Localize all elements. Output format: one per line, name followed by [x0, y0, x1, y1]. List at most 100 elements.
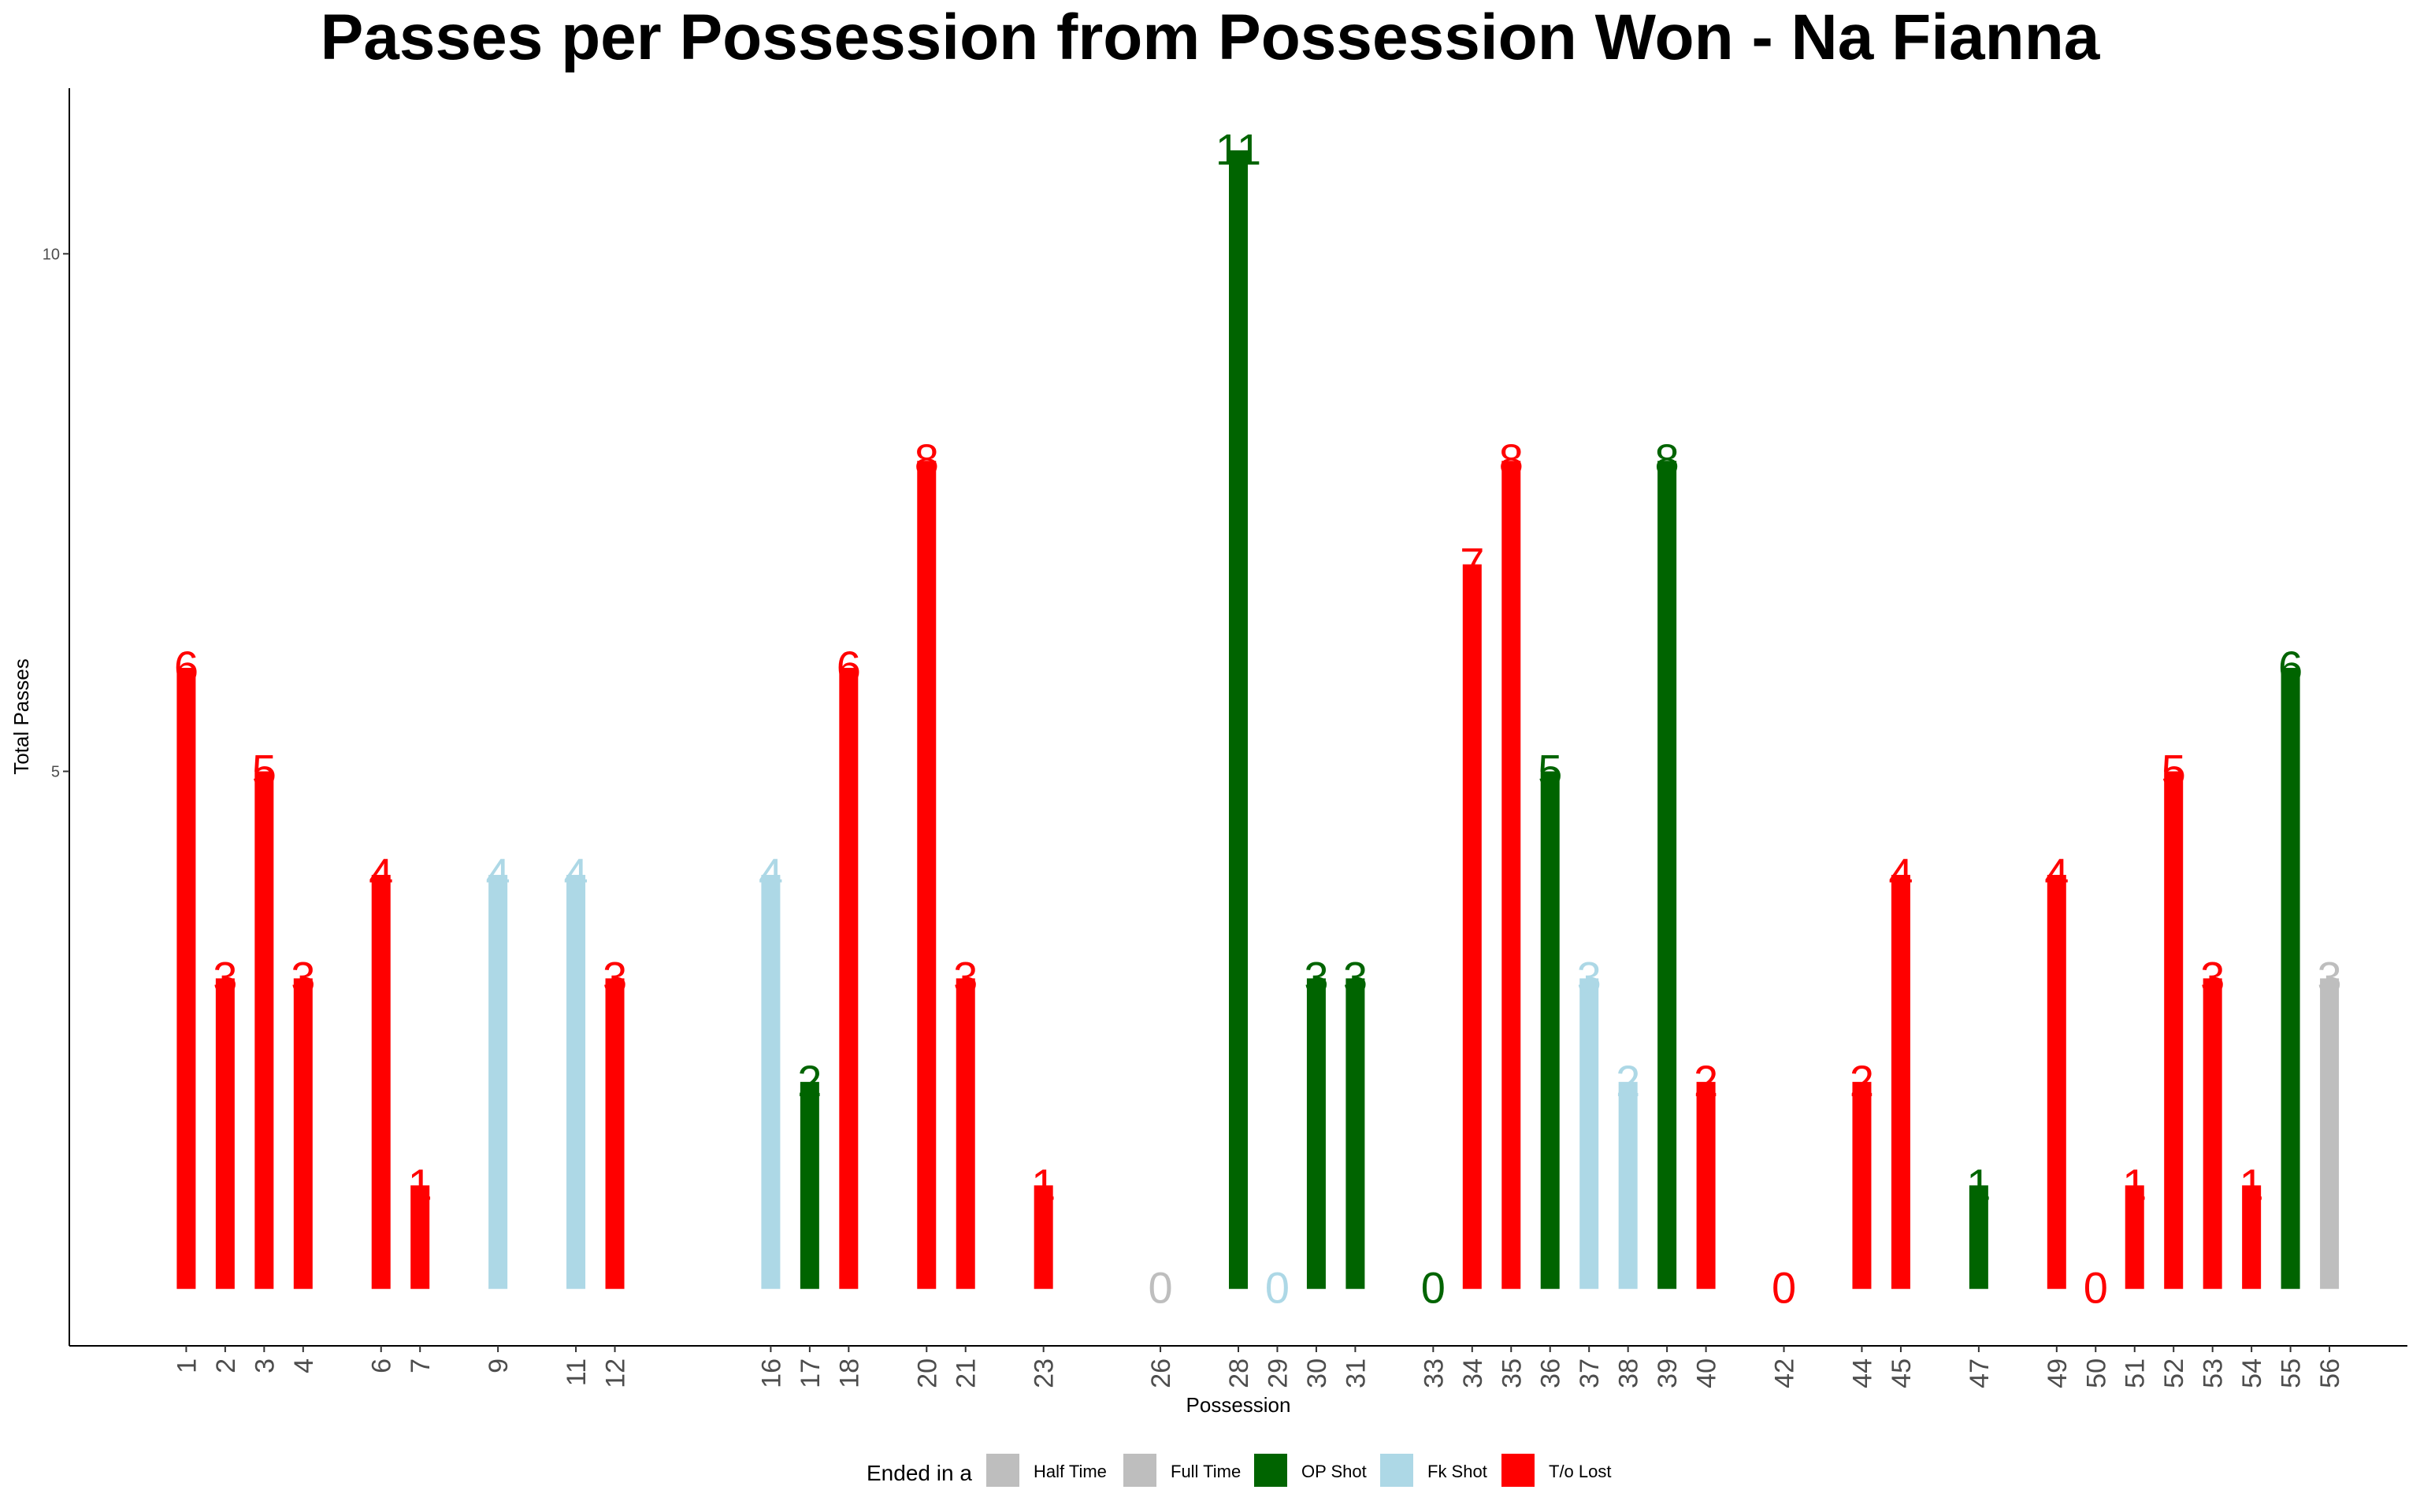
data-label-21: 3 [953, 952, 978, 1002]
x-tick-label-52: 52 [2159, 1358, 2189, 1388]
data-label-17: 2 [797, 1056, 822, 1106]
legend-label-op-shot: OP Shot [1301, 1462, 1367, 1481]
x-tick-label-44: 44 [1847, 1358, 1877, 1388]
x-tick-label-45: 45 [1887, 1358, 1917, 1388]
data-label-37: 3 [1577, 952, 1602, 1002]
data-label-20: 8 [915, 435, 939, 484]
x-tick-label-49: 49 [2043, 1358, 2073, 1388]
bar-possession-34 [1462, 564, 1482, 1289]
data-label-12: 3 [603, 952, 627, 1002]
bar-possession-37 [1579, 978, 1599, 1289]
bar-possession-7 [410, 1185, 430, 1289]
data-label-54: 1 [2240, 1159, 2264, 1209]
bar-possession-45 [1891, 874, 1910, 1289]
legend-label-fk-shot: Fk Shot [1427, 1462, 1487, 1481]
x-tick-label-36: 36 [1536, 1358, 1566, 1388]
data-label-3: 5 [252, 746, 277, 795]
bar-possession-20 [917, 461, 937, 1289]
data-label-56: 3 [2317, 952, 2341, 1002]
data-label-40: 2 [1694, 1056, 1718, 1106]
x-tick-label-21: 21 [952, 1358, 982, 1388]
bar-possession-52 [2164, 771, 2184, 1289]
bar-possession-28 [1229, 150, 1248, 1289]
bar-possession-39 [1657, 461, 1677, 1289]
x-tick-label-4: 4 [289, 1358, 319, 1373]
x-tick-label-1: 1 [172, 1358, 202, 1373]
bar-possession-36 [1540, 771, 1560, 1289]
data-label-47: 1 [1966, 1159, 1991, 1209]
x-tick-label-35: 35 [1497, 1358, 1527, 1388]
data-label-39: 8 [1655, 435, 1680, 484]
x-tick-label-12: 12 [601, 1358, 631, 1388]
data-label-26: 0 [1148, 1263, 1172, 1313]
bar-possession-11 [566, 874, 586, 1289]
legend-label-full-time: Full Time [1171, 1462, 1241, 1481]
x-tick-label-54: 54 [2237, 1358, 2267, 1388]
data-label-1: 6 [174, 642, 199, 691]
x-tick-label-39: 39 [1653, 1358, 1683, 1388]
data-label-16: 4 [759, 849, 783, 899]
x-tick-label-7: 7 [406, 1358, 436, 1373]
legend-label-t-o-lost: T/o Lost [1549, 1462, 1611, 1481]
data-label-53: 3 [2200, 952, 2225, 1002]
data-label-7: 1 [408, 1159, 432, 1209]
x-tick-label-18: 18 [834, 1358, 864, 1388]
x-tick-label-37: 37 [1575, 1358, 1605, 1388]
x-axis-title: Possession [1186, 1393, 1291, 1417]
x-tick-label-23: 23 [1030, 1358, 1060, 1388]
x-tick-label-56: 56 [2315, 1358, 2345, 1388]
x-tick-label-47: 47 [1965, 1358, 1995, 1388]
data-label-4: 3 [291, 952, 315, 1002]
y-axis-title: Total Passes [9, 658, 33, 774]
y-tick-label-5: 5 [51, 764, 60, 781]
bar-possession-47 [1969, 1185, 1988, 1289]
x-tick-label-51: 51 [2121, 1358, 2151, 1388]
bar-possession-3 [254, 771, 274, 1289]
x-tick-label-17: 17 [796, 1358, 826, 1388]
data-label-33: 0 [1421, 1263, 1446, 1313]
x-tick-label-11: 11 [562, 1358, 592, 1386]
data-label-6: 4 [369, 849, 393, 899]
x-tick-label-2: 2 [211, 1358, 241, 1373]
bar-possession-1 [176, 668, 196, 1289]
bar-possession-12 [605, 978, 625, 1289]
data-label-51: 1 [2122, 1159, 2147, 1209]
chart-title: Passes per Possession from Possession Wo… [321, 2, 2101, 73]
data-label-38: 2 [1616, 1056, 1640, 1106]
bar-possession-38 [1618, 1081, 1638, 1289]
legend-swatch-op-shot [1254, 1454, 1287, 1487]
data-label-23: 1 [1031, 1159, 1056, 1209]
data-label-29: 0 [1265, 1263, 1290, 1313]
data-label-11: 4 [563, 849, 588, 899]
x-tick-label-20: 20 [912, 1358, 942, 1388]
y-tick-label-10: 10 [43, 246, 60, 263]
x-tick-label-53: 53 [2199, 1358, 2229, 1388]
legend-swatch-full-time [1123, 1454, 1156, 1487]
bar-possession-2 [215, 978, 235, 1289]
bar-possession-21 [956, 978, 975, 1289]
data-label-44: 2 [1850, 1056, 1874, 1106]
bar-possession-49 [2047, 874, 2066, 1289]
x-tick-label-38: 38 [1614, 1358, 1644, 1388]
bar-possession-56 [2320, 978, 2340, 1289]
x-tick-label-55: 55 [2277, 1358, 2307, 1388]
data-label-55: 6 [2278, 642, 2303, 691]
legend: Ended in a Half Time Full Time OP Shot Fk S… [867, 1454, 1611, 1487]
bar-possession-16 [761, 874, 781, 1289]
bar-possession-6 [371, 874, 391, 1289]
data-label-28: 11 [1216, 124, 1261, 174]
x-tick-label-16: 16 [756, 1358, 786, 1388]
y-ticks: 5 10 [43, 246, 69, 781]
bars-layer [176, 150, 2340, 1289]
bar-possession-53 [2203, 978, 2222, 1289]
bar-possession-40 [1696, 1081, 1716, 1289]
data-label-49: 4 [2044, 849, 2069, 899]
bar-possession-44 [1852, 1081, 1872, 1289]
x-tick-label-31: 31 [1341, 1358, 1371, 1388]
x-ticks: 1 2 3 4 6 7 9 11 12 16 17 18 20 21 23 26 28 29 30 31 33 34 35 3… [172, 1346, 2345, 1388]
data-label-31: 3 [1343, 952, 1368, 1002]
bar-possession-54 [2242, 1185, 2262, 1289]
bar-possession-51 [2125, 1185, 2144, 1289]
